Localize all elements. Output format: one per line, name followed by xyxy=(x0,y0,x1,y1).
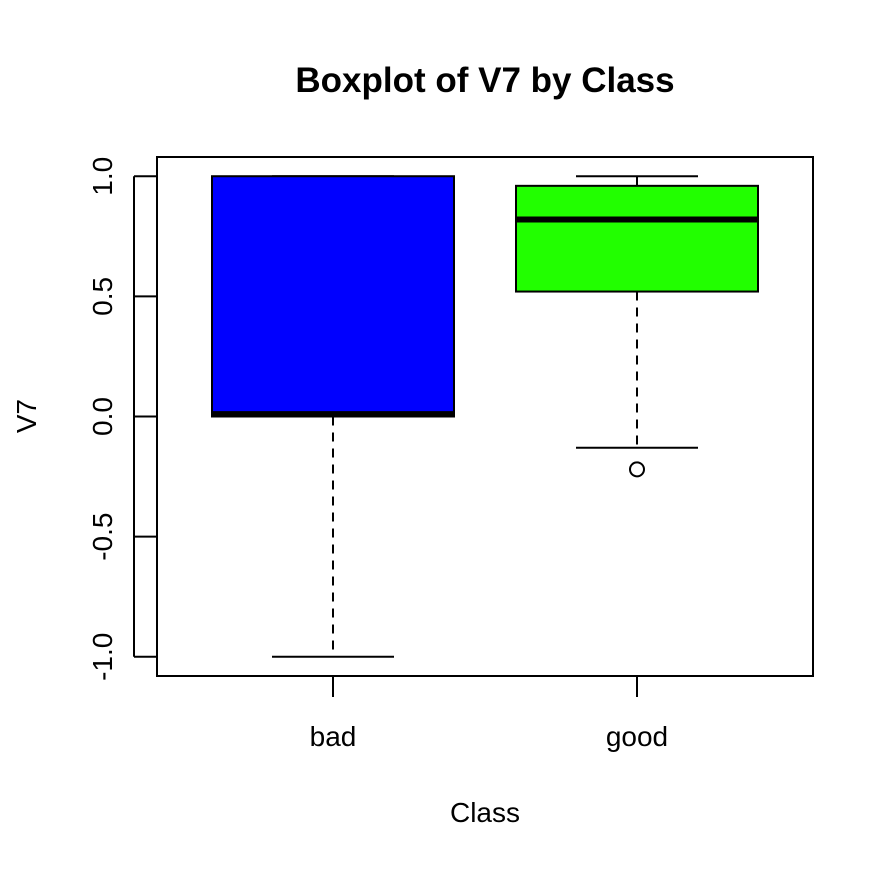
y-tick-label: -0.5 xyxy=(87,513,118,561)
x-axis-label: Class xyxy=(450,797,520,828)
y-tick-label: -1.0 xyxy=(87,633,118,681)
box-bad xyxy=(211,175,455,418)
y-axis-label: V7 xyxy=(11,399,42,433)
outlier-point-good-0 xyxy=(629,461,645,478)
y-tick-label: 0.0 xyxy=(87,397,118,436)
box-group-good xyxy=(515,175,759,478)
x-tick-label-good: good xyxy=(606,721,668,752)
chart-title: Boxplot of V7 by Class xyxy=(295,61,674,100)
x-axis: bad good xyxy=(310,675,668,752)
y-tick-label: 0.5 xyxy=(87,277,118,316)
box-group-bad xyxy=(211,175,455,658)
x-tick-label-bad: bad xyxy=(310,721,357,752)
y-tick-label: 1.0 xyxy=(87,157,118,196)
chart-marks xyxy=(211,175,759,658)
y-axis: -1.0 -0.5 0.0 0.5 1.0 xyxy=(87,157,157,681)
box-good xyxy=(515,184,759,293)
